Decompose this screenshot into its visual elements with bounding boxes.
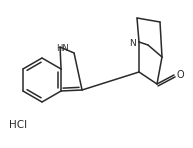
- Text: N: N: [130, 38, 136, 48]
- Text: HN: HN: [56, 44, 69, 53]
- Text: HCl: HCl: [9, 120, 27, 130]
- Text: O: O: [176, 70, 184, 80]
